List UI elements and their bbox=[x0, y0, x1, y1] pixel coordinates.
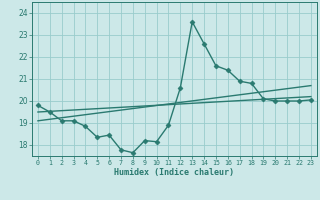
X-axis label: Humidex (Indice chaleur): Humidex (Indice chaleur) bbox=[115, 168, 234, 177]
